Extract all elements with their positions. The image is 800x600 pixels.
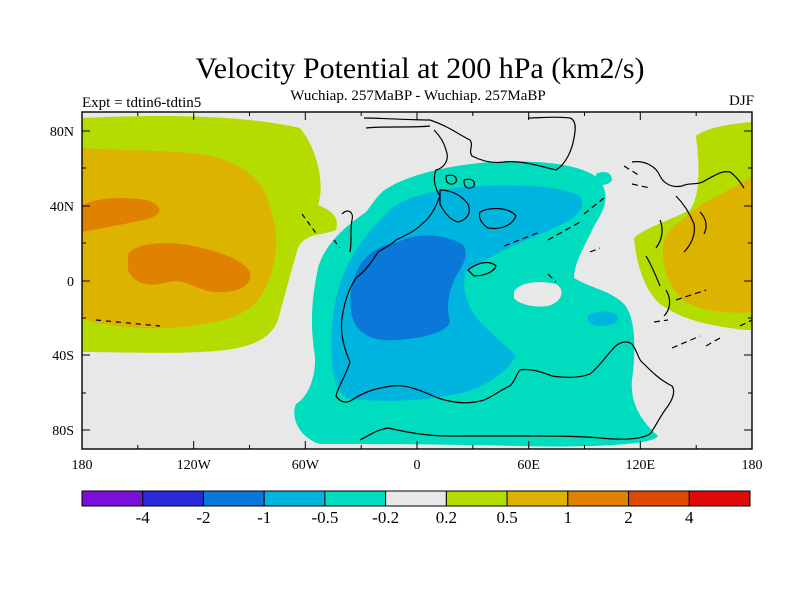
colorbar-label: -2 [196,508,210,527]
coastline-west-margin [341,210,353,253]
season-label: DJF [728,93,754,109]
x-tick-label: 60W [292,458,320,473]
coastline-north-china [439,189,470,223]
coastline-tethys-islands [503,197,605,283]
colorbar-swatch [506,490,569,507]
map-title: Velocity Potential at 200 hPa (km2/s) [195,52,645,85]
y-tick-label: 40S [52,349,74,364]
colorbar-swatch [81,490,144,507]
colorbar-label: 0.2 [436,508,457,527]
colorbar-swatch [263,490,326,507]
x-tick-label: 180 [742,458,763,473]
colorbar-label: 0.5 [496,508,517,527]
y-tick-label: 80N [50,125,74,140]
x-tick-label: 180 [72,458,93,473]
experiment-label: Expt = tdtin6-tdtin5 [82,95,202,111]
contour-pos-2-east [662,176,752,313]
contour-near-zero-island [514,282,562,307]
coastline-terrane-2 [463,178,475,189]
y-tick-label: 0 [67,275,74,290]
colorbar-swatch [385,490,447,507]
colorbar-swatch [142,490,204,507]
colorbar-label: 2 [624,508,633,527]
y-axis-ticks [82,130,752,431]
colorbar-swatch [445,490,508,507]
y-tick-label: 40N [50,200,74,215]
colorbar-label: -0.5 [311,508,338,527]
contour-pos-3-pacific-central [128,243,251,293]
contour-field [82,112,752,449]
contour-neg-2-patch [587,311,619,326]
x-tick-label: 120W [177,458,212,473]
colorbar-swatch [567,490,630,507]
colorbar-label: -0.2 [372,508,399,527]
colorbar-label: 1 [564,508,573,527]
contour-neg-3-core [350,235,466,341]
coastline-cathaysia [478,207,517,230]
y-tick-labels: 80N 40N 0 40S 80S [50,125,74,439]
colorbar-swatch [628,490,690,507]
contour-pos-2-pacific [82,148,277,329]
contour-neg-1-tongue [596,172,612,185]
coastline-pacific-island [95,319,161,327]
x-tick-label: 120E [626,458,656,473]
coastline-east-asia [631,161,745,317]
coastline-east-islands [623,165,752,349]
colorbar-label: -1 [257,508,271,527]
coastline-terrane-1 [445,174,457,185]
map-subtitle: Wuchiap. 257MaBP - Wuchiap. 257MaBP [290,88,546,104]
colorbar-label: -4 [136,508,151,527]
y-tick-label: 80S [52,424,74,439]
x-tick-label: 0 [414,458,421,473]
contour-pos-3-pacific-north [82,198,160,232]
colorbar-label: 4 [685,508,694,527]
x-tick-labels: 180 120W 60W 0 60E 120E 180 [72,458,763,473]
contour-neg-2-main [331,185,583,401]
x-axis-ticks [81,112,753,449]
colorbar-swatch [688,490,751,507]
coastline-pangaea [335,116,675,441]
coastline-cimmeria [467,261,497,277]
colorbar: -4 -2 -1 -0.5 -0.2 0.2 0.5 1 2 4 [81,490,751,527]
coastlines [95,116,752,441]
colorbar-swatch [202,490,265,507]
x-tick-label: 60E [517,458,540,473]
colorbar-swatch [324,490,387,507]
coastline-west-islands [301,213,341,249]
